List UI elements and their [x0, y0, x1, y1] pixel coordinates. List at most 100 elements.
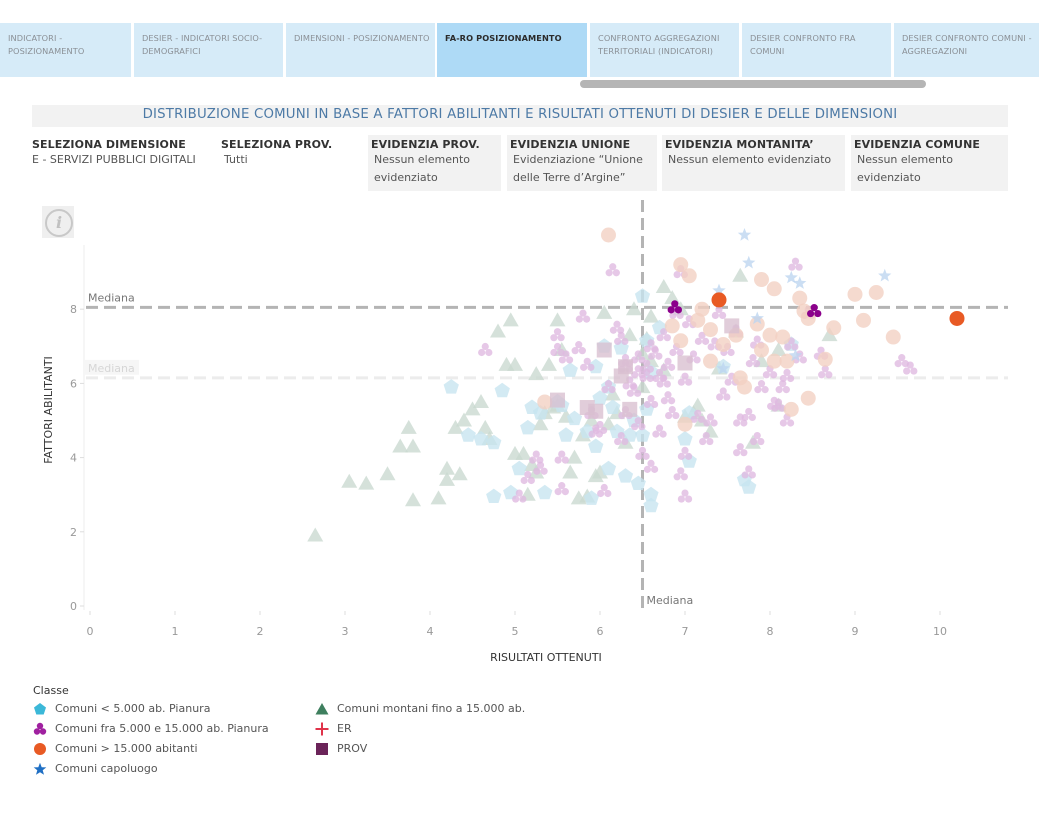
trefoil-lobe: [784, 343, 792, 351]
trefoil-lobe: [672, 411, 680, 420]
tab-dimensioni-posizionamento[interactable]: DIMENSIONI - POSIZIONAMENTO: [286, 23, 435, 77]
trefoil-lobe: [663, 380, 671, 388]
median-label-bg: [85, 359, 139, 375]
trefoil-lobe: [651, 465, 659, 473]
trefoil-lobe: [753, 335, 761, 343]
triangle-point: [307, 527, 324, 542]
triangle-point: [341, 473, 358, 488]
trefoil-point-highlighted: [667, 300, 683, 314]
trefoil-lobe: [642, 452, 650, 460]
trefoil-lobe: [634, 389, 642, 397]
trefoil-lobe: [702, 337, 710, 345]
trefoil-lobe: [719, 387, 727, 395]
filter-label: EVIDENZIA COMUNE: [854, 138, 981, 151]
tab-desier-indicatori-socio-demografici[interactable]: DESIER - INDICATORI SOCIO-DEMOGRAFICI: [134, 23, 283, 77]
info-icon: i: [45, 209, 73, 237]
info-button[interactable]: i: [42, 206, 74, 238]
trefoil-point: [673, 467, 688, 481]
trefoil-lobe: [663, 334, 671, 342]
trefoil-lobe: [668, 363, 676, 371]
trefoil-point: [741, 407, 756, 422]
tab-fa-ro-posizionamento[interactable]: FA-RO POSIZIONAMENTO: [437, 23, 587, 77]
tab-desier-confronto-comuni-aggregazioni[interactable]: DESIER CONFRONTO COMUNI - AGGREGAZIONI: [894, 23, 1039, 77]
trefoil-lobe: [757, 380, 766, 388]
tab-indicatori-posizionamento[interactable]: INDICATORI - POSIZIONAMENTO: [0, 23, 131, 77]
trefoil-point: [626, 383, 642, 397]
trefoil-point: [690, 409, 705, 423]
trefoil-lobe: [787, 419, 795, 427]
filter-evidenzia-montanita[interactable]: EVIDENZIA MONTANITA’ Nessun elemento evi…: [662, 135, 845, 191]
circle-point: [868, 285, 884, 301]
trefoil-lobe: [579, 309, 587, 317]
triangle-point: [515, 445, 532, 460]
filter-seleziona-dimensione[interactable]: SELEZIONA DIMENSIONE E - SERVIZI PUBBLIC…: [32, 135, 217, 191]
filter-seleziona-prov[interactable]: SELEZIONA PROV. Tutti: [221, 135, 361, 191]
trefoil-lobe: [614, 337, 622, 345]
trefoil-point: [903, 361, 918, 375]
trefoil-lobe: [558, 356, 567, 364]
circle-icon: [34, 743, 46, 755]
trefoil-lobe: [659, 430, 667, 438]
trefoil-lobe: [733, 419, 741, 427]
legend-label: PROV: [337, 742, 368, 755]
trefoil-lobe: [761, 386, 769, 394]
triangle-point: [439, 460, 455, 475]
filter-evidenzia-prov[interactable]: EVIDENZIA PROV. Nessun elemento evidenzi…: [368, 135, 501, 191]
x-tick-label: 9: [852, 625, 859, 638]
trefoil-point: [677, 489, 693, 503]
trefoil-lobe: [673, 271, 681, 279]
y-tick-label: 4: [70, 452, 77, 465]
pentagon-point: [643, 497, 659, 513]
trefoil-lobe: [533, 467, 541, 475]
filter-evidenzia-unione[interactable]: EVIDENZIA UNIONE Evidenziazione “Unione …: [507, 135, 657, 191]
trefoil-lobe: [682, 321, 690, 329]
pentagon-point: [634, 427, 651, 442]
trefoil-lobe: [617, 431, 625, 440]
trefoil-lobe: [782, 386, 790, 394]
star-point: [750, 311, 764, 325]
trefoil-lobe: [791, 343, 799, 351]
trefoil-lobe: [571, 347, 579, 355]
trefoil-point: [779, 368, 795, 383]
pentagon-point: [520, 419, 536, 435]
circle-point: [749, 316, 765, 332]
trefoil-lobe: [646, 374, 654, 383]
circle-point: [766, 281, 782, 297]
x-tick-label: 7: [682, 625, 689, 638]
tab-confronto-aggregazioni-territoriali[interactable]: CONFRONTO AGGREGAZIONI TERRITORIALI (IND…: [590, 23, 739, 77]
trefoil-lobe: [664, 391, 672, 399]
trefoil-point: [512, 489, 527, 503]
trefoil-lobe: [669, 348, 677, 357]
trefoil-lobe: [643, 465, 652, 473]
trefoil-lobe: [699, 437, 707, 446]
trefoil-lobe: [652, 374, 660, 383]
pentagon-point: [583, 490, 600, 505]
triangle-point: [490, 323, 506, 338]
trefoil-lobe: [775, 386, 783, 394]
x-axis-label: RISULTATI OTTENUTI: [490, 651, 602, 664]
square-point: [613, 368, 629, 384]
tab-desier-confronto-fra-comuni[interactable]: DESIER CONFRONTO FRA COMUNI: [742, 23, 891, 77]
trefoil-lobe: [634, 417, 642, 425]
trefoil-point: [575, 309, 591, 323]
trefoil-lobe: [741, 413, 749, 422]
filter-value: Nessun elemento evidenziato: [668, 153, 832, 166]
trefoil-point: [894, 354, 909, 368]
filter-evidenzia-comune[interactable]: EVIDENZIA COMUNE Nessun elemento evidenz…: [851, 135, 1008, 191]
trefoil-lobe: [631, 423, 639, 431]
tabs-scrollbar[interactable]: [580, 80, 926, 88]
trefoil-point: [784, 337, 799, 351]
x-tick-label: 10: [933, 625, 947, 638]
tab-label: DESIER CONFRONTO COMUNI - AGGREGAZIONI: [902, 33, 1032, 56]
tab-label: DESIER - INDICATORI SOCIO-DEMOGRAFICI: [142, 33, 263, 56]
trefoil-lobe: [656, 380, 664, 388]
trefoil-lobe: [665, 411, 673, 420]
trefoil-lobe: [770, 371, 778, 379]
x-tick-label: 0: [87, 625, 94, 638]
star-icon: [33, 762, 47, 775]
triangle-point: [770, 342, 787, 357]
filter-label: EVIDENZIA MONTANITA’: [665, 138, 814, 151]
triangle-point: [583, 412, 600, 427]
circle-point: [664, 318, 680, 334]
